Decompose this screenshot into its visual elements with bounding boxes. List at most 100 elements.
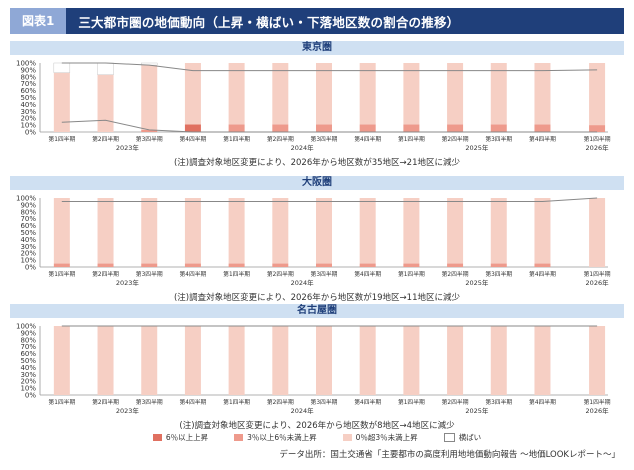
region-title-tokyo: 東京圏 <box>10 41 624 55</box>
bar-segment <box>447 263 464 267</box>
year-label: 2026年 <box>586 406 610 415</box>
bar-segment <box>359 63 376 125</box>
x-tick-label: 第2四半期 <box>442 398 469 406</box>
flat-share-line <box>61 119 598 133</box>
y-tick-label: 20% <box>20 378 36 386</box>
bar-segment <box>490 124 507 132</box>
year-label: 2023年 <box>116 406 140 415</box>
y-tick-label: 50% <box>20 229 36 237</box>
bar-segment <box>534 63 551 125</box>
bar-segment <box>141 326 158 395</box>
bar-segment <box>589 326 606 395</box>
x-tick-label: 第1四半期 <box>223 270 250 278</box>
legend-swatch <box>443 433 455 442</box>
bar-segment <box>490 63 507 125</box>
x-tick-label: 第1四半期 <box>48 135 75 143</box>
bar-segment <box>316 326 332 395</box>
y-tick-label: 100% <box>16 323 36 331</box>
y-tick-label: 30% <box>20 108 36 116</box>
y-tick-label: 0% <box>25 129 36 137</box>
x-tick-label: 第4四半期 <box>179 270 206 278</box>
bar-segment <box>359 124 376 132</box>
legend-item: 0％超3％未満上昇 <box>342 432 418 443</box>
bar-segment <box>490 326 507 395</box>
y-tick-label: 80% <box>20 73 36 81</box>
year-label: 2025年 <box>465 278 489 287</box>
figure-title: 三大都市圏の地価動向（上昇・横ばい・下落地区数の割合の推移） <box>78 14 460 30</box>
bar-segment <box>447 124 464 132</box>
series-boundary-line <box>61 62 598 72</box>
y-tick-label: 60% <box>20 350 36 358</box>
bar-segment <box>316 124 332 132</box>
chart-nagoya: 100%90%80%70%60%50%40%30%20%10%0% 第1四半期 第2… <box>16 323 611 416</box>
year-label: 2024年 <box>291 143 315 152</box>
bar-segment <box>316 63 332 125</box>
bar-segment <box>141 129 158 132</box>
y-tick-label: 60% <box>20 87 36 95</box>
x-tick-label: 第1四半期 <box>398 270 425 278</box>
y-tick-label: 10% <box>20 257 36 265</box>
figure-badge: 図表1 <box>10 8 67 34</box>
x-tick-label: 第1四半期 <box>398 135 425 143</box>
bar-segment <box>97 198 114 264</box>
y-tick-label: 90% <box>20 201 36 209</box>
x-tick-label: 第2四半期 <box>267 135 294 143</box>
x-tick-label: 第1四半期 <box>584 270 611 278</box>
x-tick-label: 第2四半期 <box>267 398 294 406</box>
year-label: 2025年 <box>465 143 489 152</box>
chart-tokyo: 100%90%80%70%60%50%40%30%20%10%0% 第1四半期 第2… <box>16 60 611 153</box>
year-label: 2023年 <box>116 143 140 152</box>
y-tick-label: 40% <box>20 236 36 244</box>
legend-item: 横ばい <box>443 432 482 443</box>
y-tick-label: 70% <box>20 215 36 223</box>
bar-segment <box>97 263 114 267</box>
bar-segment <box>228 326 245 395</box>
year-label: 2026年 <box>586 278 610 287</box>
x-tick-label: 第4四半期 <box>179 135 206 143</box>
region-title-osaka: 大阪圏 <box>10 176 624 190</box>
bar-segment <box>272 124 289 132</box>
x-tick-label: 第3四半期 <box>311 270 338 278</box>
y-tick-label: 80% <box>20 336 36 344</box>
bar-segment <box>184 198 201 264</box>
legend-swatch <box>152 434 162 441</box>
bar-segment <box>490 263 507 267</box>
bar-segment <box>97 74 114 132</box>
x-tick-label: 第2四半期 <box>92 135 119 143</box>
y-tick-label: 30% <box>20 371 36 379</box>
bar-segment <box>272 63 289 125</box>
x-tick-label: 第4四半期 <box>529 270 556 278</box>
x-tick-label: 第2四半期 <box>442 135 469 143</box>
legend-label: 横ばい <box>458 433 482 442</box>
x-tick-label: 第3四半期 <box>136 135 163 143</box>
bar-segment <box>141 263 158 267</box>
y-tick-label: 20% <box>20 250 36 258</box>
y-tick-label: 40% <box>20 101 36 109</box>
x-tick-label: 第3四半期 <box>311 135 338 143</box>
chart-osaka: 100%90%80%70%60%50%40%30%20%10%0% 第1四半期 第2… <box>16 195 611 288</box>
x-tick-label: 第2四半期 <box>267 270 294 278</box>
bar-segment <box>534 124 551 132</box>
x-tick-label: 第4四半期 <box>179 398 206 406</box>
bar-segment <box>403 263 420 267</box>
legend-item: 3％以上6％未満上昇 <box>234 432 317 443</box>
y-tick-label: 10% <box>20 122 36 130</box>
x-tick-label: 第3四半期 <box>136 398 163 406</box>
bar-segment <box>403 326 420 395</box>
x-tick-label: 第2四半期 <box>92 270 119 278</box>
bar-segment <box>53 62 71 73</box>
bar-segment <box>141 65 158 130</box>
bar-segment <box>403 198 420 264</box>
x-tick-label: 第1四半期 <box>223 398 250 406</box>
x-tick-label: 第2四半期 <box>442 270 469 278</box>
year-label: 2023年 <box>116 278 140 287</box>
bar-segment <box>272 263 289 267</box>
series-boundary-line <box>61 197 598 202</box>
x-tick-label: 第3四半期 <box>136 270 163 278</box>
x-tick-label: 第3四半期 <box>485 398 512 406</box>
x-tick-label: 第4四半期 <box>529 135 556 143</box>
note-nagoya: (注)調査対象地区変更により、2026年から地区数が8地区→4地区に減少 <box>179 421 455 431</box>
x-tick-label: 第4四半期 <box>354 398 381 406</box>
y-tick-label: 40% <box>20 364 36 372</box>
y-tick-label: 0% <box>25 264 36 272</box>
